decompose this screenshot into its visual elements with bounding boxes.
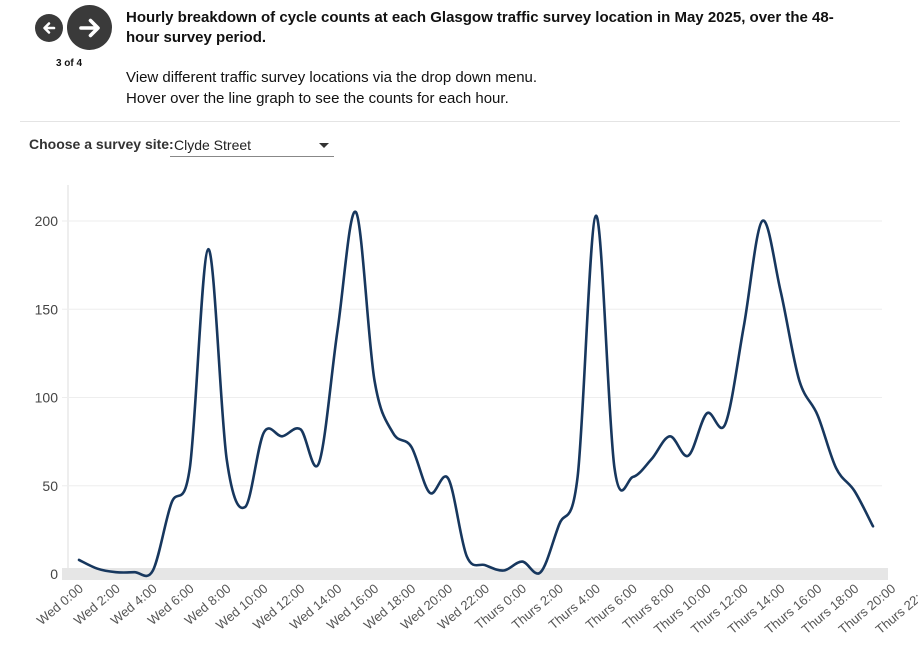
y-tick-label: 100 [35, 390, 59, 406]
arrow-left-icon [43, 22, 56, 34]
x-axis-baseline [62, 568, 888, 580]
step-indicator: 3 of 4 [55, 58, 83, 69]
survey-site-value: Clyde Street [174, 137, 252, 153]
survey-site-dropdown[interactable]: Clyde Street [170, 134, 334, 157]
site-select-label: Choose a survey site: [29, 136, 174, 152]
y-tick-label: 200 [35, 213, 59, 229]
previous-button[interactable] [35, 14, 63, 42]
y-tick-label: 150 [35, 301, 59, 317]
next-button[interactable] [67, 5, 112, 50]
description-line-1: View different traffic survey locations … [126, 69, 538, 86]
arrow-right-icon [78, 18, 100, 37]
divider [20, 121, 900, 122]
y-tick-label: 50 [42, 478, 58, 494]
y-tick-label: 0 [50, 566, 58, 582]
chevron-down-icon [319, 143, 329, 148]
page-title: Hourly breakdown of cycle counts at each… [126, 9, 834, 46]
series-line-cycle-count [77, 210, 875, 578]
description: View different traffic survey locations … [126, 67, 826, 109]
description-line-2: Hover over the line graph to see the cou… [126, 90, 509, 107]
